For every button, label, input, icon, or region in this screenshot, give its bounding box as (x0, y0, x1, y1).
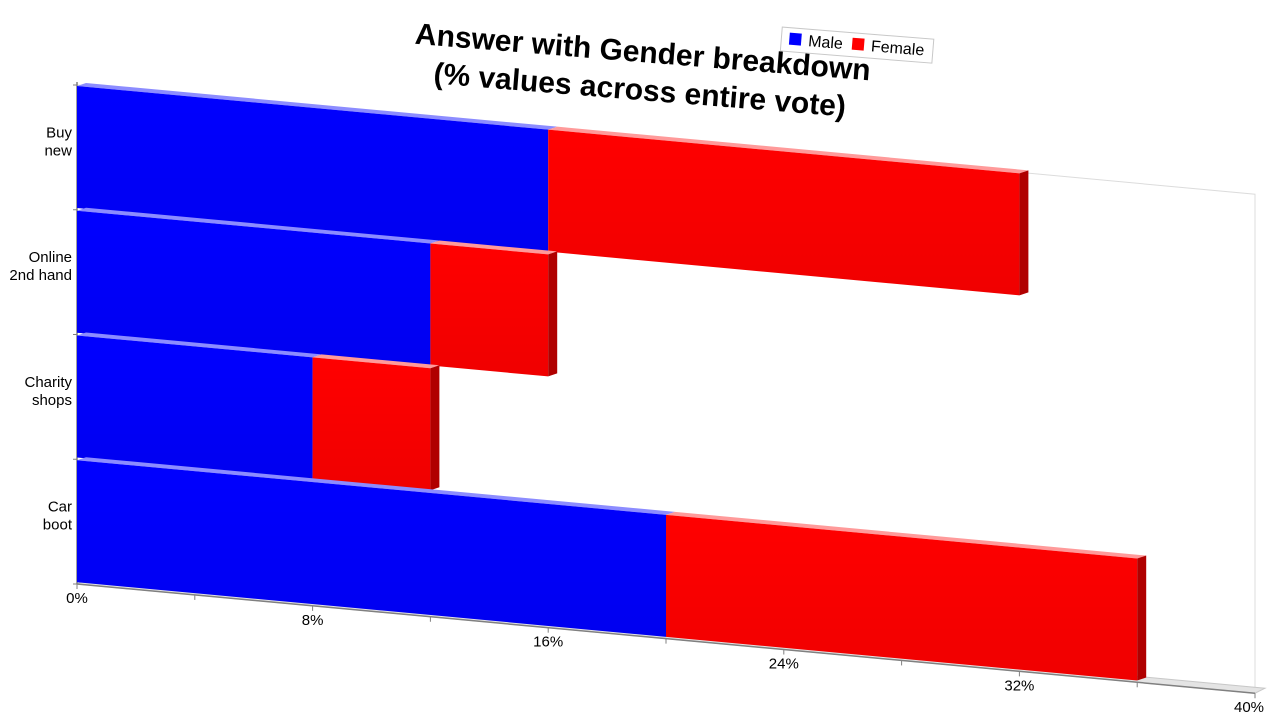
bar-front-shade (77, 210, 431, 366)
bar-male-1 (77, 207, 440, 366)
category-label: Charity shops (24, 374, 72, 409)
bar-front-shade (77, 335, 313, 480)
bar-top-face (430, 240, 558, 255)
legend-label-male: Male (808, 33, 844, 53)
x-tick-label: 32% (1004, 677, 1034, 694)
legend-swatch-female (851, 37, 865, 51)
category-label-line: Charity (24, 374, 72, 391)
category-label: Buy new (44, 124, 72, 159)
x-tick-labels: 0% 8% 16% 24% 32% 40% (66, 590, 1264, 716)
category-label-line: Online (29, 249, 72, 266)
bar-top-face (77, 207, 440, 244)
bar-male-0 (77, 83, 558, 252)
legend-swatch-male (788, 32, 802, 46)
bar-female-1 (430, 240, 558, 377)
bar-top-face (666, 511, 1147, 559)
bar-top-face (77, 457, 675, 515)
bar-front-shade (312, 357, 431, 491)
bar-front-shade (430, 243, 549, 377)
legend: Male Female (779, 26, 935, 64)
x-tick-label: 16% (533, 634, 563, 651)
category-label: Car boot (43, 499, 73, 534)
x-tick-label: 0% (66, 590, 88, 607)
bars (77, 83, 1147, 681)
category-label-line: shops (32, 392, 72, 409)
x-tick-label: 8% (302, 612, 324, 629)
bar-male-3 (77, 457, 675, 637)
bar-front-shade (548, 129, 1020, 296)
bar-front-shade (666, 514, 1138, 681)
bar-top-face (548, 126, 1029, 174)
bar-end-face (1137, 555, 1147, 681)
category-label-line: Buy (46, 124, 72, 141)
bar-end-face (1019, 170, 1029, 296)
x-tick-label: 40% (1234, 699, 1264, 716)
legend-label-female: Female (870, 38, 925, 59)
bar-male-2 (77, 332, 322, 480)
bar-front-shade (77, 460, 666, 637)
category-label-line: boot (43, 517, 73, 534)
bar-end-face (548, 251, 558, 377)
bar-top-face (77, 332, 322, 358)
bar-front-shade (77, 86, 549, 252)
x-tick-label: 24% (769, 656, 799, 673)
bar-end-face (430, 365, 440, 491)
bar-top-face (77, 83, 558, 130)
category-label-line: 2nd hand (9, 267, 72, 284)
bar-female-3 (666, 511, 1147, 681)
category-labels: Buy new Online 2nd hand Charity shops Car boot (9, 124, 72, 533)
category-label: Online 2nd hand (9, 249, 72, 284)
bar-top-face (312, 354, 440, 369)
category-label-line: new (44, 142, 72, 159)
bar-female-2 (312, 354, 440, 491)
bar-female-0 (548, 126, 1029, 296)
category-label-line: Car (48, 499, 72, 516)
